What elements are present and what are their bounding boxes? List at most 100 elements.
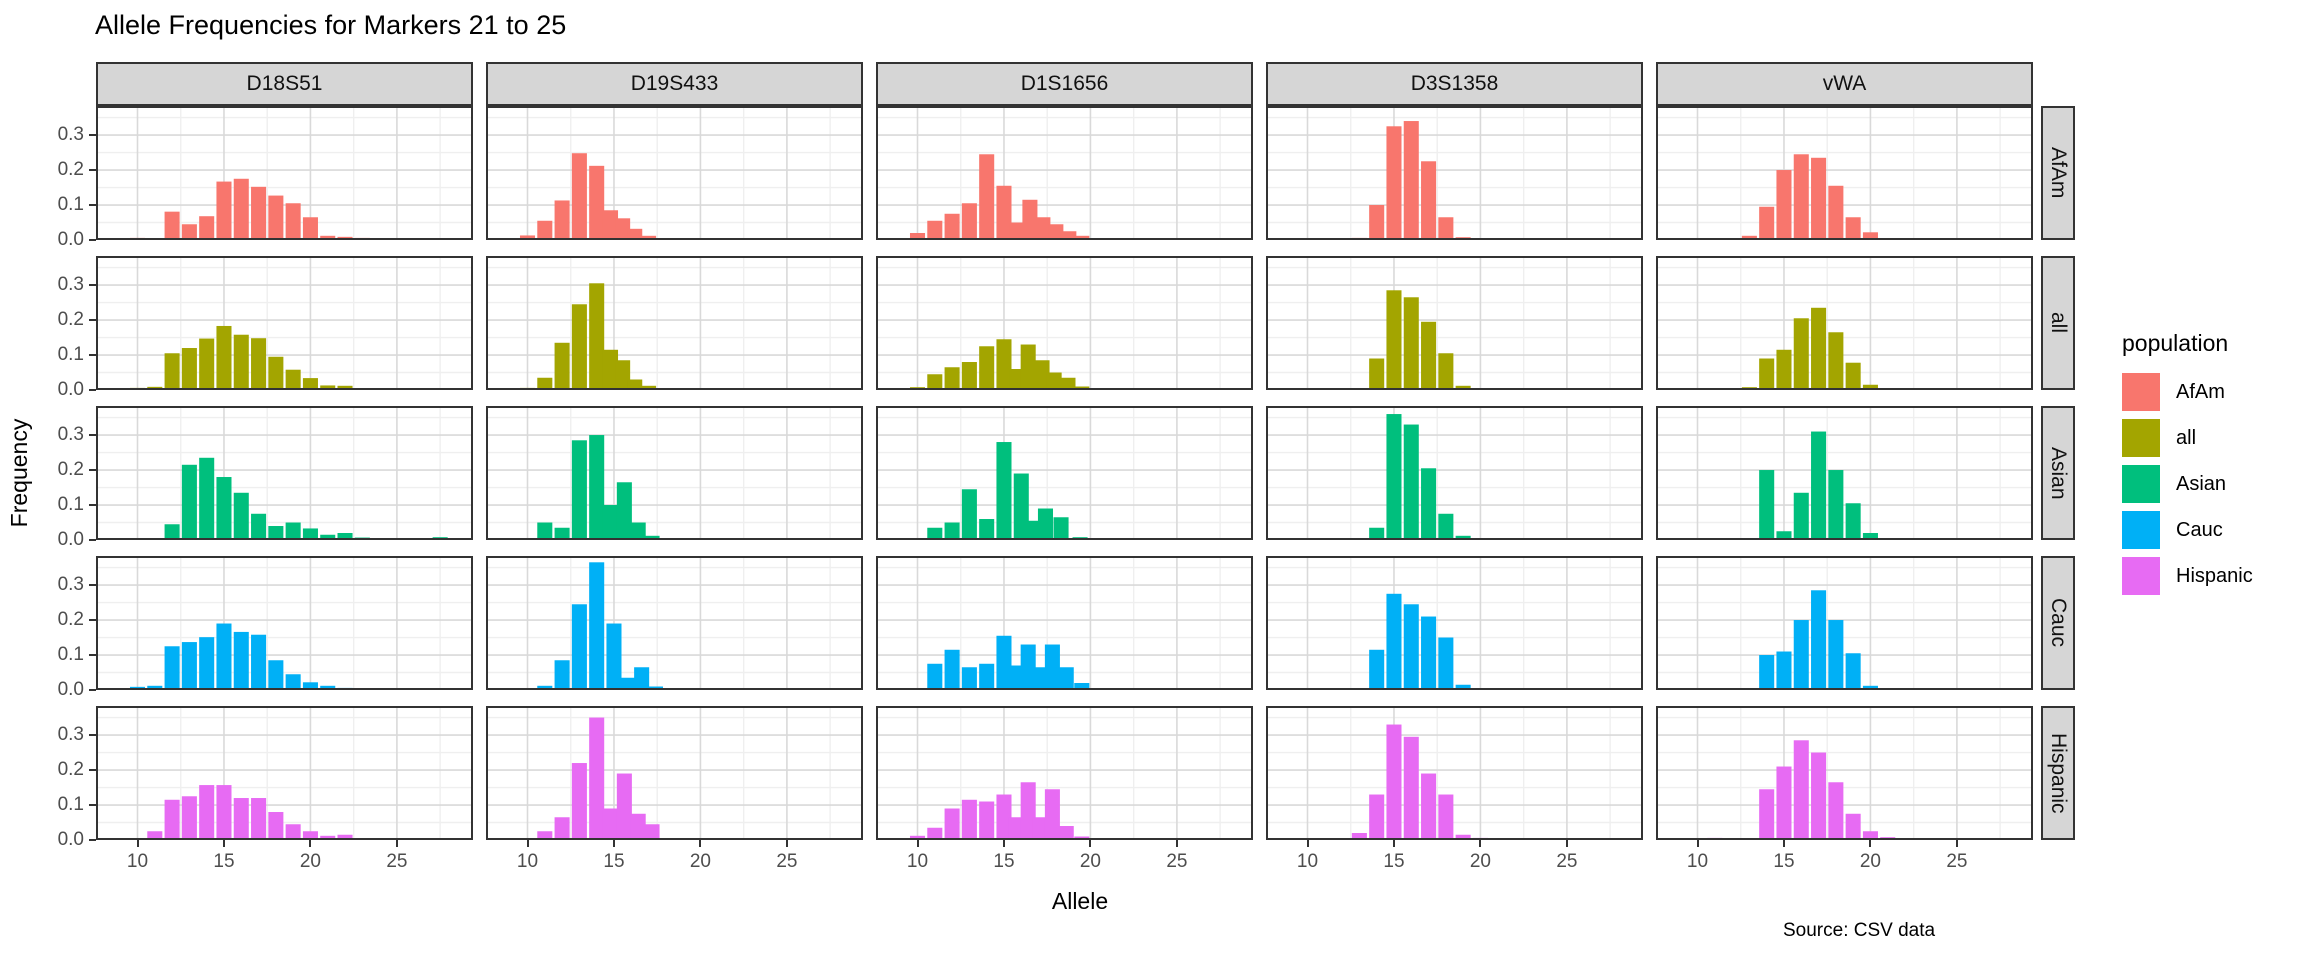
bar-vWA-Hispanic-16	[1793, 740, 1809, 840]
x-tick-mark	[1955, 840, 1958, 847]
bar-D3S1358-Asian-17	[1421, 468, 1437, 540]
legend-items: AfAm all Asian Cauc Hispanic	[2122, 373, 2253, 595]
bar-D19S433-AfAm-13	[571, 153, 587, 240]
panel-d1s1656-asian	[876, 406, 1253, 540]
bar-D1S1656-Cauc-13	[961, 667, 977, 690]
bar-D18S51-Cauc-19	[285, 674, 301, 690]
x-tick-label: 25	[1166, 851, 1188, 872]
legend-swatch-all	[2122, 419, 2160, 457]
legend-label: AfAm	[2176, 380, 2225, 403]
bar-vWA-Hispanic-19	[1845, 813, 1861, 840]
facet-row-strip-all: all	[2041, 256, 2075, 390]
bar-D19S433-Hispanic-15.6	[616, 773, 632, 840]
bar-D3S1358-Cauc-17	[1421, 616, 1437, 690]
bar-vWA-Asian-19	[1845, 503, 1861, 540]
bar-D1S1656-Hispanic-15.7	[1008, 817, 1024, 840]
bar-D1S1656-Cauc-19.5	[1074, 683, 1090, 690]
bar-D18S51-all-17	[251, 338, 267, 390]
x-tick-mark	[785, 840, 788, 847]
bar-D1S1656-Asian-16.7	[1025, 520, 1041, 540]
bar-D19S433-Asian-15.6	[616, 482, 632, 540]
bar-D18S51-AfAm-20	[302, 217, 318, 240]
y-tick-label: 0.0	[57, 379, 84, 400]
x-tick-mark	[395, 840, 398, 847]
x-tick-mark	[526, 840, 529, 847]
panel-d18s51-cauc	[96, 556, 473, 690]
x-axis-title: Allele	[1051, 888, 1109, 914]
legend-label: Cauc	[2176, 518, 2223, 541]
legend-item-asian: Asian	[2122, 465, 2253, 503]
bar-D3S1358-Hispanic-14	[1369, 794, 1385, 840]
bar-D18S51-Hispanic-22	[337, 834, 353, 840]
y-tick-label: 0.0	[57, 829, 84, 850]
bar-D1S1656-Hispanic-18.6	[1058, 826, 1074, 840]
bar-D3S1358-Hispanic-19	[1455, 834, 1471, 840]
legend-item-cauc: Cauc	[2122, 511, 2253, 549]
facet-row-label: Asian	[2047, 446, 2070, 500]
bar-D1S1656-Asian-13	[961, 489, 977, 540]
x-tick-mark	[612, 840, 615, 847]
bar-vWA-Hispanic-20	[1862, 831, 1878, 840]
bar-D18S51-all-18	[268, 356, 284, 390]
bar-D3S1358-AfAm-14	[1369, 205, 1385, 240]
bar-D18S51-Asian-15	[216, 477, 232, 540]
bar-D18S51-Asian-22	[337, 533, 353, 540]
y-tick-label: 0.1	[57, 644, 84, 665]
bar-D1S1656-Cauc-12	[944, 649, 960, 690]
y-tick-mark	[89, 319, 96, 322]
panel-d18s51-hispanic	[96, 706, 473, 840]
x-tick-mark	[309, 840, 312, 847]
bar-D18S51-all-14	[199, 338, 215, 390]
bar-D3S1358-all-15	[1386, 290, 1402, 390]
bar-D1S1656-AfAm-17.25	[1035, 217, 1051, 240]
panel-vwa-cauc	[1656, 556, 2033, 690]
bar-D1S1656-Cauc-18.6	[1058, 667, 1074, 690]
bar-D18S51-Hispanic-13	[181, 796, 197, 840]
bar-vWA-Cauc-14	[1759, 655, 1775, 690]
panel-d3s1358-all	[1266, 256, 1643, 390]
bar-D1S1656-Cauc-17.8	[1044, 644, 1060, 690]
y-tick-mark	[89, 539, 96, 541]
x-tick-label: 15	[1383, 851, 1405, 872]
bar-D3S1358-all-17	[1421, 321, 1437, 390]
facet-column-label: D3S1358	[1410, 72, 1499, 95]
bar-D19S433-Asian-14	[589, 435, 605, 540]
bar-vWA-Cauc-16	[1793, 620, 1809, 690]
bar-D19S433-AfAm-14.8	[602, 210, 619, 240]
bar-D18S51-Asian-13	[181, 464, 197, 540]
bar-D19S433-AfAm-10	[519, 235, 536, 240]
bar-D1S1656-Hispanic-16.4	[1020, 782, 1036, 840]
bar-vWA-all-15	[1776, 349, 1792, 390]
bar-D1S1656-AfAm-16.5	[1022, 199, 1038, 240]
y-tick-mark	[89, 389, 96, 391]
x-tick-label: 10	[126, 851, 149, 872]
panel-d3s1358-hispanic	[1266, 706, 1643, 840]
y-tick-mark	[89, 284, 96, 287]
bar-D1S1656-all-17.9	[1046, 372, 1062, 390]
bar-D3S1358-Asian-14	[1369, 527, 1385, 540]
bar-vWA-Asian-18	[1828, 470, 1844, 540]
bar-D3S1358-Hispanic-16	[1403, 736, 1419, 840]
bar-D3S1358-Asian-19	[1455, 535, 1471, 540]
bar-D18S51-Cauc-11	[147, 685, 163, 690]
bar-D18S51-all-22	[337, 385, 353, 390]
bar-D1S1656-Hispanic-13	[961, 799, 977, 840]
bar-D18S51-AfAm-13	[181, 224, 197, 240]
bar-vWA-all-18	[1828, 332, 1844, 390]
y-tick-mark	[89, 434, 96, 437]
facet-row-label: Cauc	[2047, 598, 2070, 648]
bar-D1S1656-Hispanic-17.8	[1044, 789, 1060, 840]
facet-column-label: vWA	[1822, 72, 1867, 95]
x-tick-mark	[1782, 840, 1785, 847]
chart-caption: Source: CSV data	[1783, 920, 1936, 941]
bar-D18S51-all-13	[181, 348, 197, 390]
bar-D1S1656-all-15	[996, 339, 1012, 390]
bar-D18S51-Asian-21	[320, 534, 336, 540]
bar-vWA-Cauc-19	[1845, 653, 1861, 690]
bar-D3S1358-Cauc-14	[1369, 649, 1385, 690]
legend-item-all: all	[2122, 419, 2253, 457]
panel-d1s1656-cauc	[876, 556, 1253, 690]
x-tick-mark	[1002, 840, 1005, 847]
x-tick-label: 10	[1296, 851, 1319, 872]
x-tick-mark	[222, 840, 225, 847]
